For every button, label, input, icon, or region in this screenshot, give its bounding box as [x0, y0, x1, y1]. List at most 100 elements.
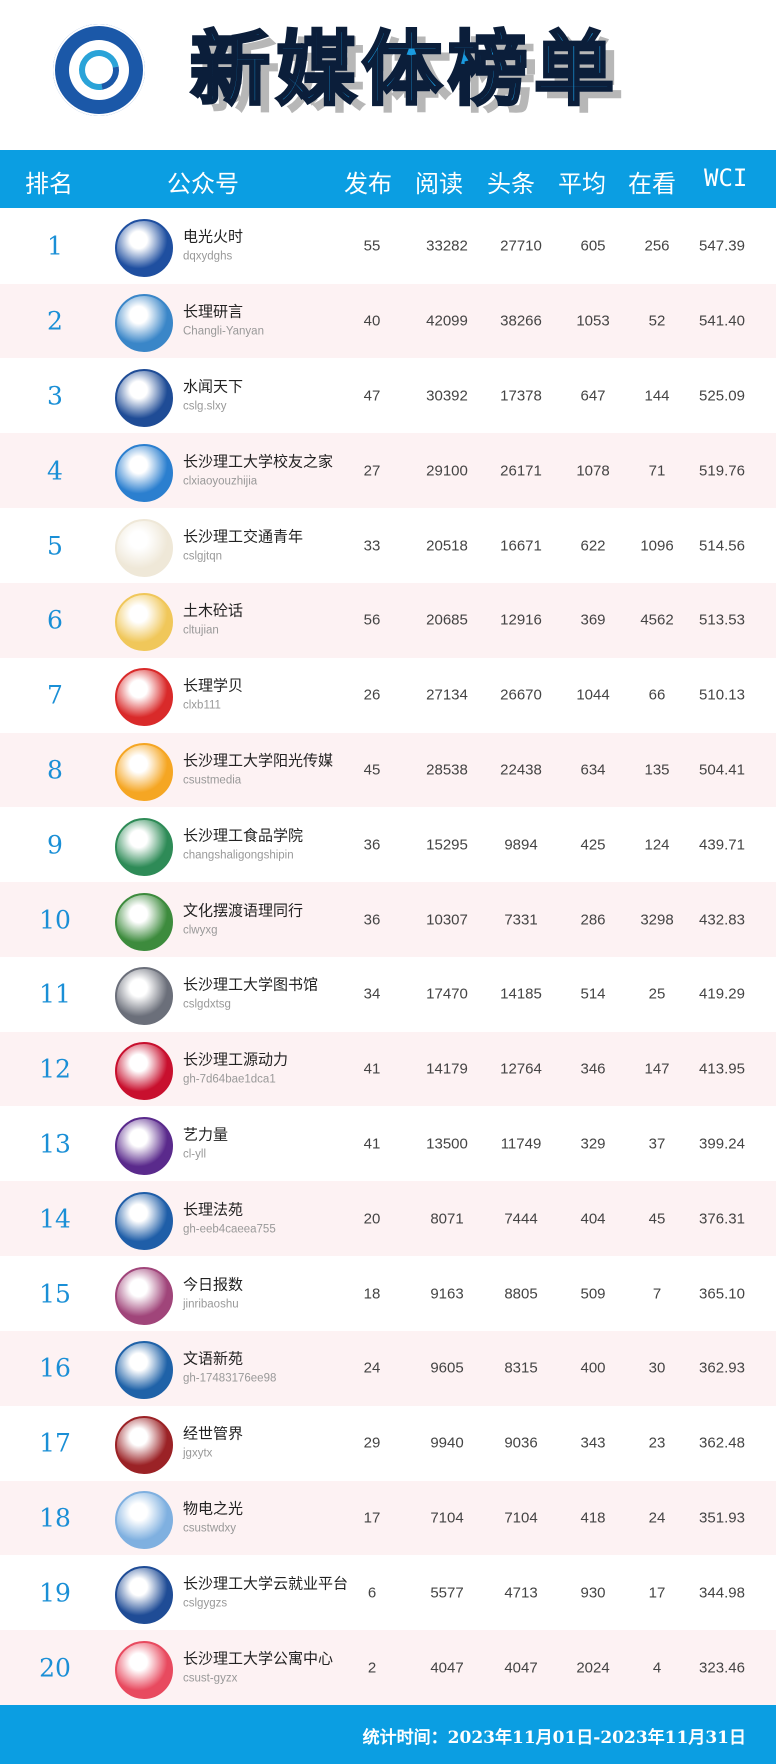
account-avatar-icon [115, 593, 173, 652]
table-row[interactable]: 8 长沙理工大学阳光传媒 csustmedia 45 28538 22438 634 13… [0, 732, 776, 808]
table-row[interactable]: 11 长沙理工大学图书馆 cslgdxtsg 34 17470 14185 514 25 4… [0, 957, 776, 1032]
average-value: 514 [580, 985, 606, 1003]
col-likes: 在看 [628, 170, 676, 198]
table-row[interactable]: 1 电光火时 dqxydghs 55 33282 27710 605 256 547.39 [0, 209, 776, 284]
account-avatar-icon [115, 1565, 173, 1624]
posts-value: 2 [367, 1659, 377, 1677]
account-name[interactable]: 经世管界 [183, 1424, 244, 1443]
likes-value: 71 [648, 462, 666, 480]
account-id: dqxydghs [183, 250, 233, 263]
likes-value: 30 [648, 1359, 666, 1377]
account-name[interactable]: 长沙理工食品学院 [183, 826, 304, 845]
account-name[interactable]: 长理法苑 [183, 1200, 244, 1219]
reads-value: 28538 [426, 761, 468, 779]
headline-value: 14185 [500, 985, 542, 1003]
headline-value: 26171 [500, 462, 542, 480]
page-title: 新媒体榜单 [189, 22, 620, 118]
headline-value: 26670 [500, 686, 542, 704]
account-id: csustmedia [183, 774, 242, 787]
table-row[interactable]: 17 经世管界 jgxytx 29 9940 9036 343 23 362.48 [0, 1406, 776, 1481]
account-name[interactable]: 长理学贝 [183, 676, 244, 695]
posts-value: 18 [363, 1285, 381, 1303]
average-value: 404 [580, 1210, 606, 1228]
table-row[interactable]: 19 长沙理工大学云就业平台 cslgygzs 6 5577 4713 930 17 344… [0, 1555, 776, 1630]
rank: 11 [39, 979, 71, 1009]
headline-value: 16671 [500, 537, 542, 555]
average-value: 425 [580, 836, 606, 854]
account-name[interactable]: 长沙理工大学云就业平台 [183, 1574, 349, 1593]
account-avatar-icon [115, 294, 173, 353]
account-name[interactable]: 文化摆渡语理同行 [183, 901, 304, 920]
table-row[interactable]: 15 今日报数 jinribaoshu 18 9163 8805 509 7 365.10 [0, 1256, 776, 1331]
table-row[interactable]: 10 文化摆渡语理同行 clwyxg 36 10307 7331 286 3298 432.… [0, 882, 776, 957]
account-name[interactable]: 今日报数 [183, 1275, 244, 1294]
account-name[interactable]: 电光火时 [183, 227, 244, 246]
account-id: clwyxg [183, 924, 218, 937]
posts-value: 33 [363, 537, 381, 555]
posts-value: 20 [363, 1210, 381, 1228]
rank: 5 [47, 531, 63, 561]
average-value: 622 [580, 537, 606, 555]
headline-value: 4047 [504, 1659, 538, 1677]
table-row[interactable]: 3 水闻天下 cslg.slxy 47 30392 17378 647 144 525.09 [0, 359, 776, 434]
account-name[interactable]: 长理研言 [183, 302, 244, 321]
reads-value: 13500 [426, 1135, 468, 1153]
wci-value: 365.10 [699, 1285, 745, 1303]
table-row[interactable]: 20 长沙理工大学公寓中心 csust-gyzx 2 4047 4047 2024 4 32… [0, 1630, 776, 1705]
table-row[interactable]: 18 物电之光 csustwdxy 17 7104 7104 418 24 351.93 [0, 1480, 776, 1556]
account-name[interactable]: 长沙理工交通青年 [183, 527, 304, 546]
account-avatar-icon [115, 368, 173, 427]
posts-value: 26 [363, 686, 381, 704]
account-avatar-icon [115, 1341, 173, 1400]
wci-value: 514.56 [699, 537, 745, 555]
account-name[interactable]: 土木砼话 [183, 601, 244, 620]
account-id: cltujian [183, 624, 219, 637]
rank: 10 [39, 905, 71, 935]
likes-value: 7 [652, 1285, 662, 1303]
table-row[interactable]: 5 长沙理工交通青年 cslgjtqn 33 20518 16671 622 1096 51… [0, 508, 776, 583]
account-name[interactable]: 长沙理工大学阳光传媒 [183, 751, 334, 770]
wci-value: 362.48 [699, 1434, 745, 1452]
table-row[interactable]: 13 艺力量 cl-yll 41 13500 11749 329 37 399.24 [0, 1107, 776, 1182]
account-avatar-icon [115, 1490, 173, 1549]
account-name[interactable]: 长沙理工大学校友之家 [183, 452, 334, 471]
reads-value: 7104 [430, 1509, 464, 1527]
account-name[interactable]: 物电之光 [183, 1499, 244, 1518]
table-header: 排名 公众号 发布 阅读 头条 平均 在看 WCI [0, 150, 776, 208]
headline-value: 4713 [504, 1584, 538, 1602]
col-reads: 阅读 [415, 170, 463, 198]
account-id: cl-yll [183, 1148, 206, 1161]
table-row[interactable]: 7 长理学贝 clxb111 26 27134 26670 1044 66 510.13 [0, 658, 776, 733]
col-posts: 发布 [344, 170, 392, 198]
table-row[interactable]: 4 长沙理工大学校友之家 clxiaoyouzhijia 27 29100 26171… [0, 433, 776, 509]
account-name[interactable]: 长沙理工大学公寓中心 [183, 1649, 334, 1668]
account-name[interactable]: 文语新苑 [183, 1349, 244, 1368]
account-name[interactable]: 长沙理工大学图书馆 [183, 975, 319, 994]
table-row[interactable]: 6 土木砼话 cltujian 56 20685 12916 369 4562 513.53 [0, 583, 776, 658]
col-wci: WCI [704, 164, 748, 192]
reads-value: 8071 [430, 1210, 464, 1228]
average-value: 346 [580, 1060, 606, 1078]
wci-value: 541.40 [699, 312, 745, 330]
account-id: jinribaoshu [183, 1298, 239, 1311]
account-id: gh-17483176ee98 [183, 1372, 277, 1385]
table-row[interactable]: 14 长理法苑 gh-eeb4caeea755 20 8071 7444 404 45 37… [0, 1181, 776, 1257]
account-name[interactable]: 水闻天下 [183, 377, 244, 396]
account-id: changshaligongshipin [183, 849, 294, 862]
reads-value: 14179 [426, 1060, 468, 1078]
average-value: 930 [580, 1584, 606, 1602]
table-row[interactable]: 16 文语新苑 gh-17483176ee98 24 9605 8315 400 30 36… [0, 1331, 776, 1406]
table-row[interactable]: 9 长沙理工食品学院 changshaligongshipin 36 15295 98… [0, 807, 776, 882]
account-avatar-icon [115, 1416, 173, 1475]
average-value: 1078 [576, 462, 610, 480]
account-name[interactable]: 长沙理工源动力 [183, 1050, 289, 1069]
statistics-period: 统计时间：2023年11月01日-2023年11月31日 [362, 1728, 746, 1748]
likes-value: 37 [648, 1135, 666, 1153]
account-name[interactable]: 艺力量 [183, 1125, 229, 1144]
wci-value: 510.13 [699, 686, 745, 704]
reads-value: 27134 [426, 686, 468, 704]
table-row[interactable]: 2 长理研言 Changli-Yanyan 40 42099 38266 1053 52 5… [0, 283, 776, 359]
average-value: 647 [580, 387, 606, 405]
reads-value: 29100 [426, 462, 468, 480]
table-row[interactable]: 12 长沙理工源动力 gh-7d64bae1dca1 41 14179 12764 34… [0, 1031, 776, 1107]
